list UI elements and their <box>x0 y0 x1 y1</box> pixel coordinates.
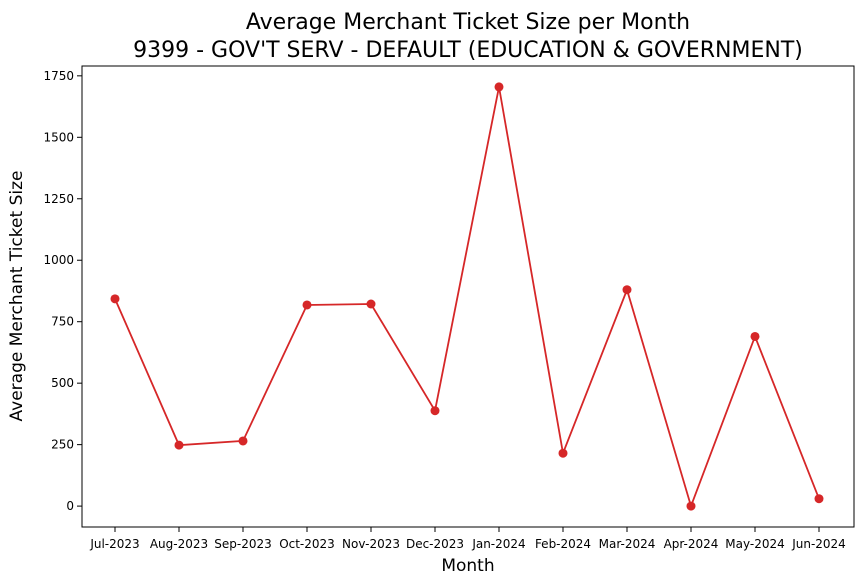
y-tick-label: 1250 <box>43 192 74 206</box>
data-point <box>110 294 120 304</box>
data-point <box>750 331 760 341</box>
y-tick-label: 750 <box>51 315 74 329</box>
y-tick-label: 500 <box>51 376 74 390</box>
y-tick-label: 1000 <box>43 253 74 267</box>
x-axis-label: Month <box>441 556 494 576</box>
data-point <box>174 440 184 450</box>
x-tick-label: Mar-2024 <box>599 537 656 551</box>
x-tick-label: Apr-2024 <box>664 537 719 551</box>
y-tick-label: 1750 <box>43 69 74 83</box>
data-point <box>622 285 632 295</box>
series <box>110 82 824 511</box>
x-tick-label: Sep-2023 <box>214 537 272 551</box>
series-line <box>114 86 820 509</box>
x-tick-label: Nov-2023 <box>342 537 400 551</box>
data-point <box>238 436 248 446</box>
x-tick-label: Jul-2023 <box>89 537 139 551</box>
x-tick-label: Oct-2023 <box>279 537 335 551</box>
plot-area <box>81 65 855 528</box>
y-tick-label: 0 <box>66 499 74 513</box>
y-axis-label: Average Merchant Ticket Size <box>7 171 27 422</box>
x-tick-label: May-2024 <box>725 537 784 551</box>
chart-title: Average Merchant Ticket Size per Month <box>246 10 690 35</box>
x-tick-label: Feb-2024 <box>535 537 591 551</box>
data-point <box>494 82 504 92</box>
y-tick-label: 250 <box>51 438 74 452</box>
data-point <box>366 299 376 309</box>
x-axis: Jul-2023 Aug-2023 Sep-2023 Oct-2023 Nov-2023… <box>89 527 846 551</box>
y-tick-label: 1500 <box>43 130 74 144</box>
data-point <box>302 300 312 310</box>
chart-subtitle: 9399 - GOV'T SERV - DEFAULT (EDUCATION &… <box>133 38 803 63</box>
x-tick-label: Aug-2023 <box>150 537 208 551</box>
data-point <box>558 448 568 458</box>
x-tick-label: Jun-2024 <box>791 537 846 551</box>
data-point <box>430 406 440 416</box>
x-tick-label: Dec-2023 <box>406 537 464 551</box>
x-tick-label: Jan-2024 <box>471 537 525 551</box>
data-point <box>686 501 696 511</box>
y-axis: 0 250 500 750 1000 1250 1500 1750 <box>43 69 82 513</box>
data-point <box>814 494 824 504</box>
